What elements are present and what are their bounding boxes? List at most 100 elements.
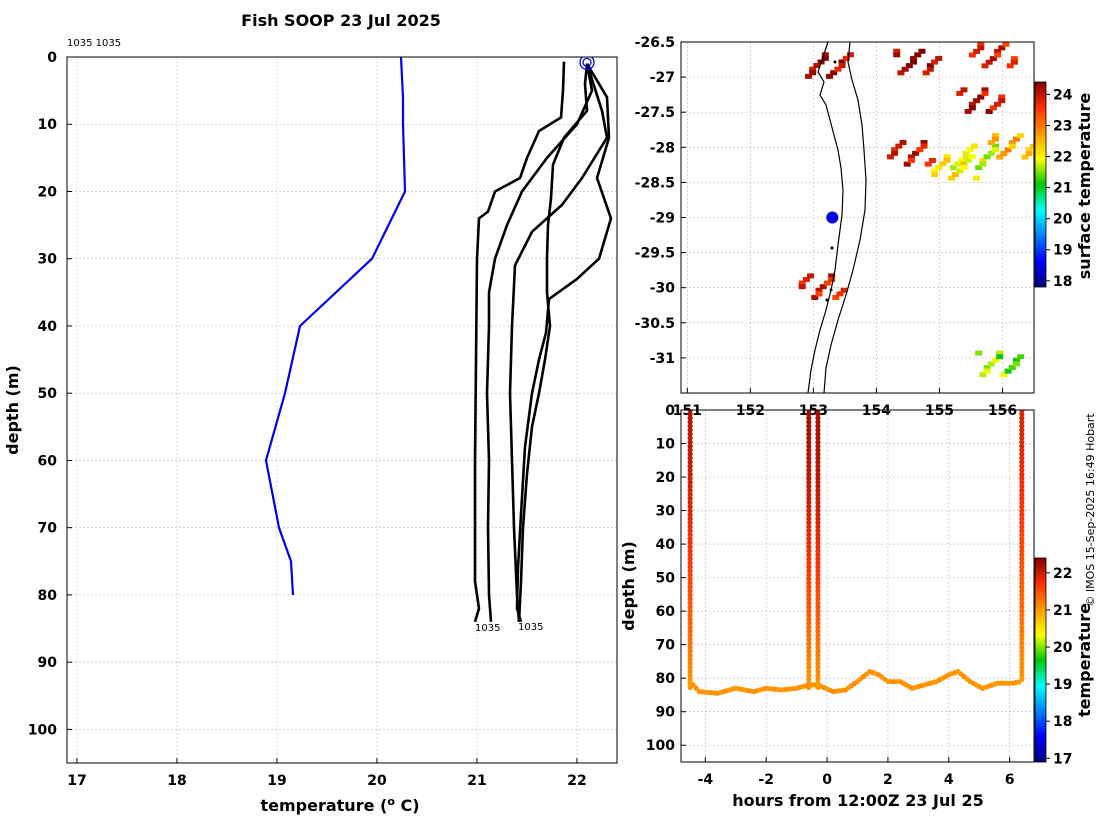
cast-point: [806, 628, 812, 634]
sst-cell: [916, 147, 924, 153]
cast-point: [687, 632, 693, 638]
sst-cell: [802, 276, 810, 282]
cast-point: [806, 568, 812, 574]
cast-point: [1019, 451, 1025, 457]
cast-point: [1019, 660, 1025, 667]
profile-line-black: [485, 63, 594, 622]
cast-point: [687, 431, 693, 437]
sst-cell: [998, 94, 1006, 100]
cast-point: [1019, 672, 1025, 679]
sst-cell: [994, 52, 1002, 58]
y-tick-label: 80: [38, 588, 58, 604]
tow-point: [687, 678, 693, 685]
timeseries-grid: [681, 409, 1034, 762]
cast-point: [815, 451, 821, 457]
sst-cell: [815, 291, 823, 297]
sst-cell: [834, 66, 842, 72]
cast-point: [806, 592, 812, 598]
sst-cell: [954, 161, 962, 167]
cast-point: [806, 600, 812, 606]
cast-point: [815, 516, 821, 522]
sst-cell: [943, 157, 951, 163]
cast-point: [815, 612, 821, 618]
sst-cell: [977, 45, 985, 51]
timeseries-x-ticks: -4 -2 0 2 4 6: [698, 757, 1015, 788]
cast-point: [1019, 503, 1025, 510]
cast-point: [815, 552, 821, 558]
cast-point: [806, 612, 812, 618]
cast-point: [806, 620, 812, 626]
cast-point: [806, 584, 812, 590]
cast-point: [806, 540, 812, 546]
cast-point: [815, 648, 821, 654]
sst-cell: [943, 154, 951, 160]
sst-cell: [1029, 143, 1034, 149]
timeseries-points: [687, 410, 1025, 696]
map-colorbar-ticks: 24 23 22 21 20 19 18: [1046, 87, 1073, 290]
map-colorbar: [1034, 81, 1047, 288]
cast-point: [806, 596, 812, 602]
x-tick-label: 18: [167, 773, 186, 789]
cast-point: [815, 668, 821, 675]
sst-cell: [931, 59, 939, 65]
y-tick-label: -27: [650, 70, 675, 86]
cast-point: [815, 491, 821, 498]
cast-point: [1019, 435, 1025, 441]
cast-point: [687, 616, 693, 622]
cast-point: [815, 511, 821, 518]
cast-point: [806, 648, 812, 654]
cast-point: [687, 656, 693, 663]
cast-point: [1019, 608, 1025, 614]
sst-cell: [903, 161, 911, 167]
sst-cell: [958, 157, 966, 163]
cast-point: [815, 576, 821, 582]
cast-point: [806, 676, 812, 683]
sst-cell: [960, 87, 968, 93]
sst-cell: [981, 87, 989, 93]
cast-point: [806, 459, 812, 465]
cast-point: [1019, 483, 1025, 490]
cast-point: [1019, 624, 1025, 630]
cast-point: [806, 672, 812, 679]
cast-point: [687, 443, 693, 449]
sst-cell: [989, 105, 997, 111]
cast-point: [687, 516, 693, 522]
cast-point: [1019, 471, 1025, 477]
x-tick-label: 20: [367, 773, 387, 789]
cast-point: [1019, 664, 1025, 671]
sst-cell: [983, 154, 991, 160]
cast-point: [687, 560, 693, 566]
cast-point: [687, 596, 693, 602]
sst-cell: [956, 90, 964, 96]
cast-point: [1019, 499, 1025, 506]
x-tick-label: 153: [799, 403, 828, 419]
sst-cell: [939, 161, 947, 167]
cast-point: [815, 676, 821, 683]
sst-cell: [979, 157, 987, 163]
sst-cell: [979, 161, 987, 167]
sst-cell: [819, 284, 827, 290]
cast-point: [1019, 544, 1025, 550]
cast-point: [815, 487, 821, 494]
cast-point: [815, 568, 821, 574]
cast-point: [815, 596, 821, 602]
cast-point: [687, 628, 693, 634]
cast-point: [815, 475, 821, 481]
sst-cell: [832, 294, 840, 300]
cast-point: [687, 648, 693, 654]
cast-point: [815, 463, 821, 469]
x-tick-label: 0: [822, 772, 832, 788]
sst-cell: [838, 59, 846, 65]
cast-point: [806, 660, 812, 667]
sst-cell: [897, 70, 905, 76]
cast-point: [806, 624, 812, 630]
sst-cell: [1006, 63, 1014, 69]
sst-cell: [1000, 372, 1008, 378]
cast-point: [815, 620, 821, 626]
sst-cell: [947, 175, 955, 181]
sst-cell: [842, 55, 850, 61]
y-tick-label: -28.5: [635, 175, 675, 191]
cast-point: [806, 479, 812, 486]
sst-cell: [985, 108, 993, 114]
y-tick-label: 50: [38, 386, 58, 402]
